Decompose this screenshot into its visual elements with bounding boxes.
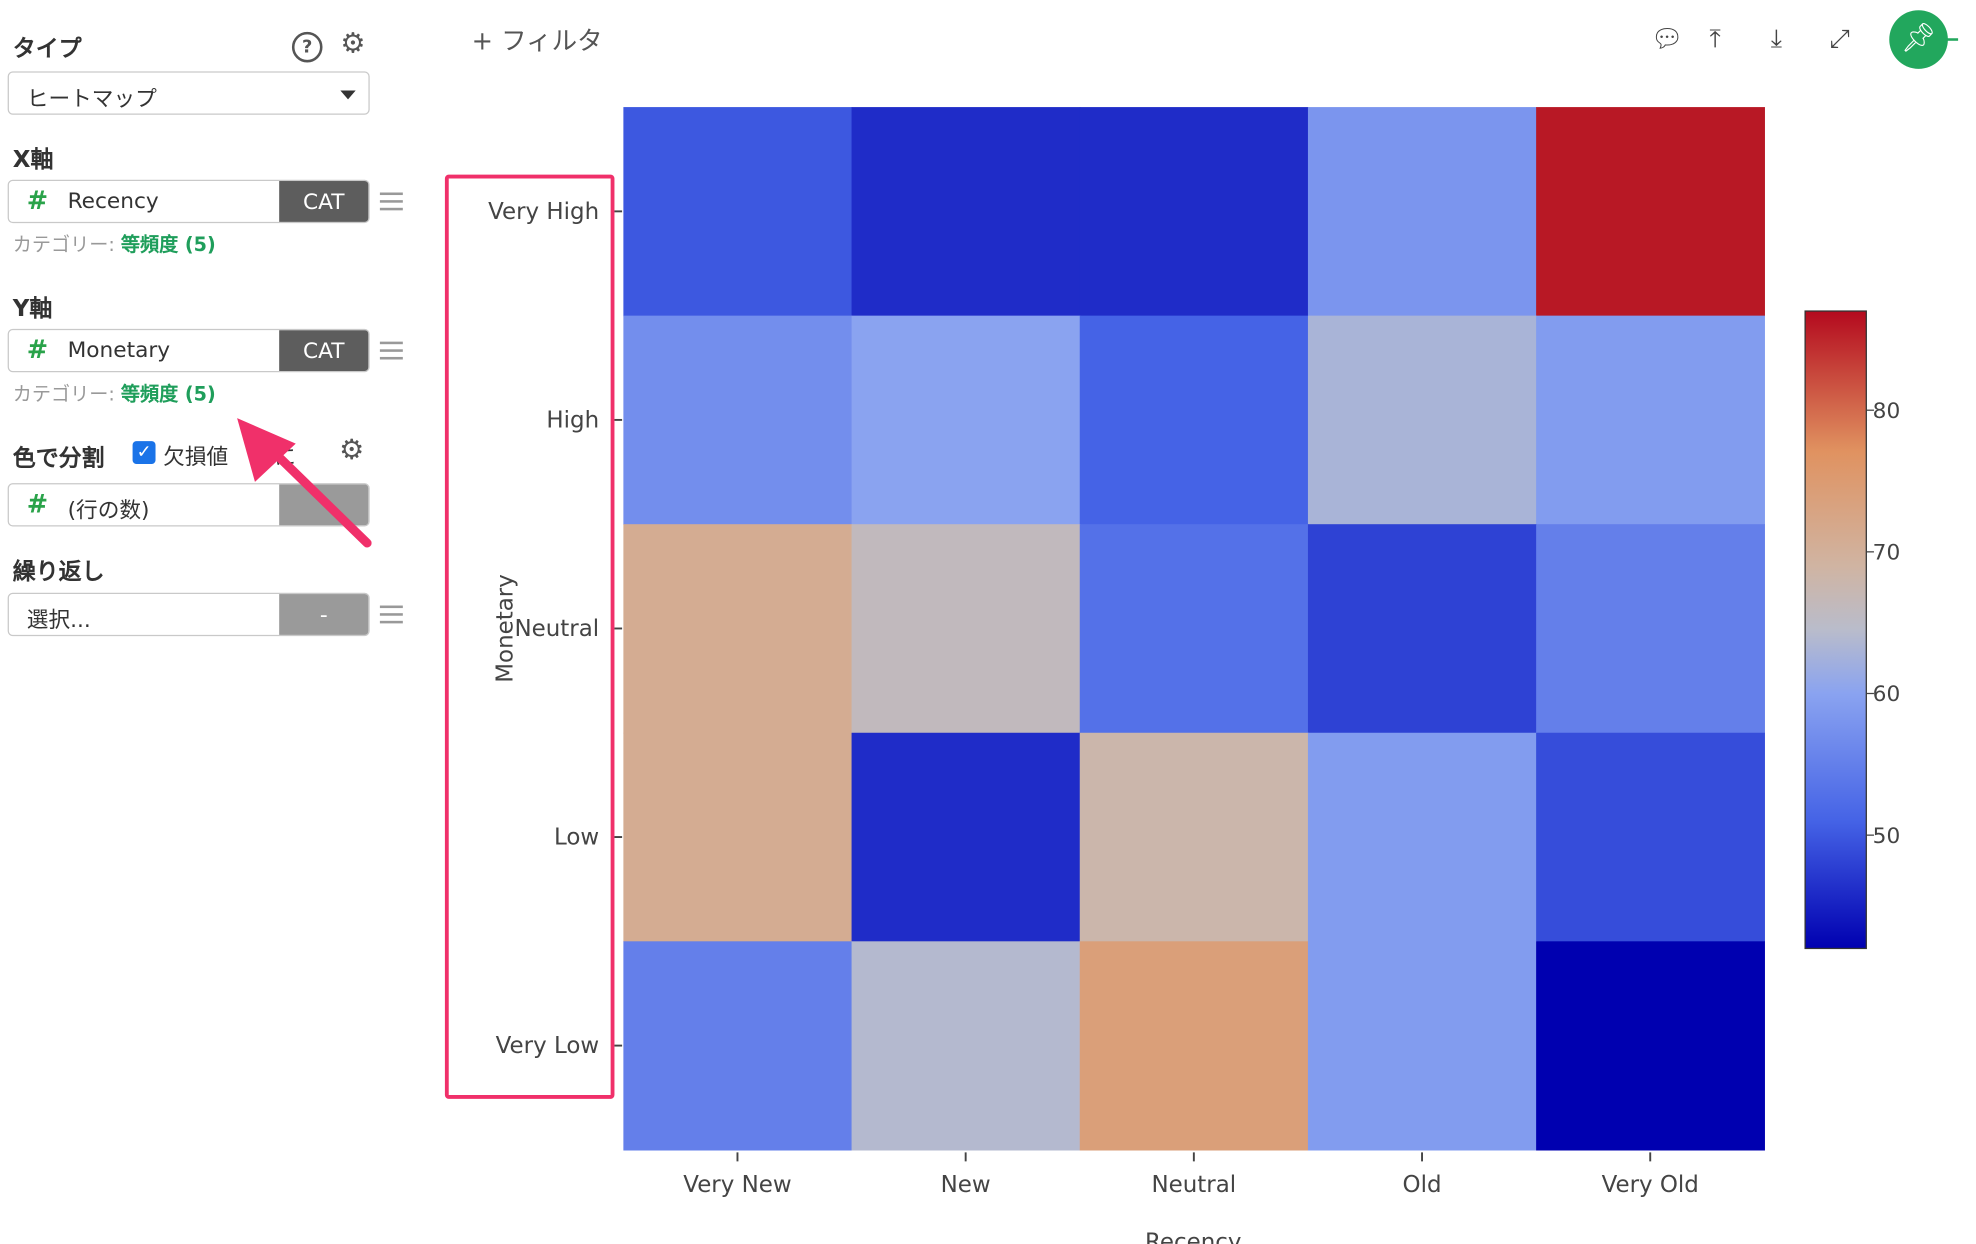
heatmap-cell <box>1307 524 1537 734</box>
heatmap-cell <box>1536 732 1765 942</box>
x-axis-title: X軸 <box>12 146 54 174</box>
chart-type-value: ヒートマップ <box>26 86 157 113</box>
heatmap-cells <box>623 107 1765 1151</box>
color-section-title: 色で分割 <box>12 444 105 472</box>
heatmap-cell <box>1079 524 1309 734</box>
colorbar-tick-label: 50 <box>1873 824 1901 849</box>
missing-values-label: 欠損値 <box>163 444 229 471</box>
heatmap-cell <box>1079 941 1309 1151</box>
heatmap-cell <box>1536 315 1765 525</box>
heatmap-cell <box>851 524 1081 734</box>
heatmap-cell <box>1536 524 1765 734</box>
annotation-highlight-box <box>444 174 615 1099</box>
x-tick-label: Very New <box>683 1172 791 1198</box>
heatmap-cell <box>623 524 853 734</box>
heatmap-cell <box>623 315 853 525</box>
repeat-section-title: 繰り返し <box>12 558 105 586</box>
heatmap-cell <box>851 941 1081 1151</box>
heatmap-cell <box>1079 107 1309 317</box>
heatmap-cell <box>1307 315 1537 525</box>
expand-icon[interactable]: ⤢ <box>1829 22 1850 54</box>
download-icon[interactable]: ⤓ <box>1770 22 1782 54</box>
heatmap-cell <box>1307 107 1537 317</box>
pin-button[interactable]: 📌︎ <box>1889 10 1948 69</box>
comment-icon[interactable]: 💬︎ <box>1650 22 1684 54</box>
x-tick-labels: Very New New Neutral Old Very Old <box>683 1152 1699 1198</box>
x-category-link[interactable]: 等頻度 (5) <box>120 233 216 257</box>
gear-icon[interactable]: ⚙ <box>340 28 366 60</box>
heatmap-cell <box>623 107 853 317</box>
x-category-prefix: カテゴリー: <box>12 233 121 257</box>
colorbar-tick-label: 80 <box>1873 399 1901 424</box>
heatmap-cell <box>623 941 853 1151</box>
color-field-name: (行の数) <box>67 498 150 524</box>
y-axis-label: Monetary <box>492 574 518 683</box>
y-axis-title: Y軸 <box>12 295 53 323</box>
y-tick-label: Very Low <box>496 1033 600 1059</box>
help-icon[interactable]: ? <box>291 31 323 63</box>
number-type-icon: # <box>26 488 49 519</box>
y-axis-cat-button[interactable]: CAT <box>279 330 369 371</box>
chevron-down-icon <box>340 90 356 100</box>
x-axis-field[interactable]: # Recency CAT <box>7 179 370 224</box>
y-category-link[interactable]: 等頻度 (5) <box>120 382 216 406</box>
heatmap-cell <box>1307 941 1537 1151</box>
heatmap-cell <box>851 732 1081 942</box>
colorbar-tick-label: 60 <box>1873 682 1901 707</box>
y-axis-menu-icon[interactable] <box>379 341 403 360</box>
heatmap-cell <box>1079 732 1309 942</box>
x-axis-field-name: Recency <box>67 188 159 215</box>
x-tick-label: Neutral <box>1152 1172 1237 1198</box>
color-field[interactable]: # (行の数) <box>7 483 370 527</box>
y-tick-label: Low <box>554 825 599 851</box>
x-axis-label: Recency <box>1145 1229 1241 1244</box>
number-type-icon: # <box>26 333 49 365</box>
y-axis-field[interactable]: # Monetary CAT <box>7 328 370 373</box>
heatmap-cell <box>1307 732 1537 942</box>
heatmap-cell <box>1079 315 1309 525</box>
pin-icon: 📌︎ <box>1900 22 1937 55</box>
colorbar-ticks: 50 60 70 80 <box>1866 399 1900 849</box>
x-axis-category-info: カテゴリー: 等頻度 (5) <box>13 231 216 258</box>
colorbar <box>1804 310 1867 950</box>
heatmap-cell <box>1536 941 1765 1151</box>
annotation-arrow <box>237 418 372 548</box>
y-category-prefix: カテゴリー: <box>12 382 121 406</box>
missing-values-checkbox[interactable]: ✓ <box>132 441 156 465</box>
repeat-value: 選択... <box>26 608 91 634</box>
y-tick-labels: Very High High Neutral Low Very Low <box>488 199 623 1059</box>
type-section-title: タイプ <box>12 35 82 63</box>
add-filter-button[interactable]: + フィルタ <box>471 25 603 57</box>
y-tick-label: Neutral <box>514 616 599 642</box>
pin-connector <box>1945 38 1959 41</box>
heatmap-cell <box>623 732 853 942</box>
x-tick-label: Very Old <box>1602 1172 1699 1198</box>
repeat-menu-icon[interactable] <box>379 605 403 624</box>
x-axis-cat-button[interactable]: CAT <box>279 181 369 222</box>
upload-icon[interactable]: ⤒ <box>1709 22 1721 54</box>
y-tick-label: High <box>546 408 599 434</box>
heatmap-cell <box>1536 107 1765 317</box>
repeat-select[interactable]: 選択... - <box>7 592 370 637</box>
y-axis-category-info: カテゴリー: 等頻度 (5) <box>13 380 216 407</box>
repeat-tag-button[interactable]: - <box>279 594 369 635</box>
number-type-icon: # <box>26 184 49 216</box>
x-tick-label: New <box>941 1172 991 1198</box>
heatmap-cell <box>851 315 1081 525</box>
heatmap-cell <box>851 107 1081 317</box>
colorbar-tick-label: 70 <box>1873 540 1901 565</box>
gear-icon[interactable]: ⚙ <box>339 434 365 467</box>
y-axis-field-name: Monetary <box>67 337 171 364</box>
x-tick-label: Old <box>1403 1172 1442 1198</box>
x-axis-menu-icon[interactable] <box>379 192 403 211</box>
y-tick-label: Very High <box>488 199 599 225</box>
chart-type-select[interactable]: ヒートマップ <box>7 71 370 115</box>
